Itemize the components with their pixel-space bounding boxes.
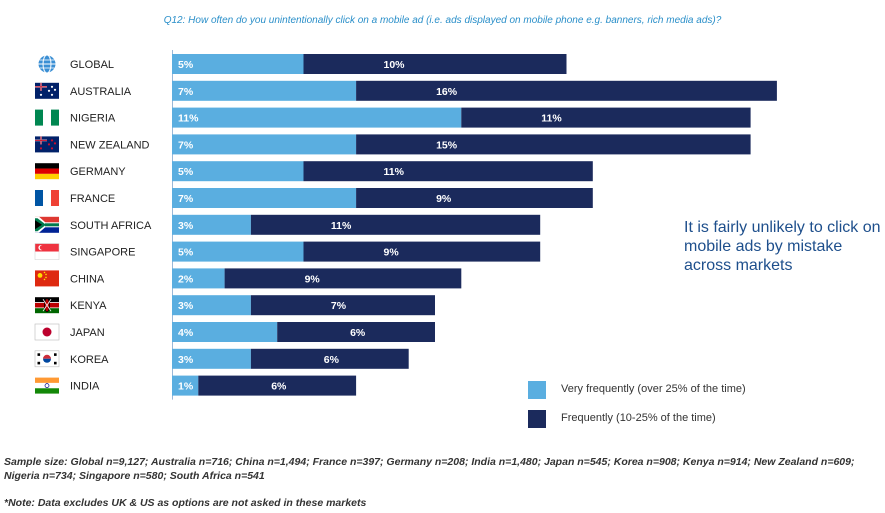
value-label-very-frequently-south-africa: 3%: [178, 220, 194, 232]
category-label-france: FRANCE: [70, 193, 115, 205]
japan-flag-icon: [34, 323, 60, 341]
bar-frequently-kenya: [250, 295, 435, 316]
bar-very-frequently-global: [172, 54, 304, 74]
value-label-very-frequently-singapore: 5%: [178, 247, 194, 259]
value-label-very-frequently-germany: 5%: [178, 166, 194, 178]
value-label-very-frequently-kenya: 3%: [178, 300, 194, 312]
legend-label-frequently: Frequently (10-25% of the time): [561, 412, 716, 424]
category-label-australia: AUSTRALIA: [70, 86, 132, 98]
value-label-frequently-germany: 11%: [384, 166, 405, 178]
stacked-bar-chart: GLOBAL 5% 10% AUSTRALIA 7% 16% NIGERIA 11% 11% NE…: [34, 50, 777, 400]
value-label-frequently-new-zealand: 15%: [436, 139, 458, 151]
value-label-frequently-singapore: 9%: [384, 247, 400, 259]
category-label-nigeria: NIGERIA: [70, 113, 116, 125]
value-label-frequently-france: 9%: [436, 193, 452, 205]
south-africa-flag-icon: [35, 216, 59, 233]
china-flag-icon: [35, 270, 59, 287]
value-label-frequently-global: 10%: [384, 59, 406, 71]
question-title: Q12: How often do you unintentionally cl…: [163, 15, 722, 26]
value-label-frequently-china: 9%: [305, 273, 321, 285]
germany-flag-icon: [35, 163, 59, 180]
value-label-very-frequently-india: 1%: [178, 381, 194, 393]
bar-very-frequently-singapore: [172, 241, 304, 262]
category-label-korea: KOREA: [70, 354, 109, 366]
korea-flag-icon: [34, 350, 60, 368]
bar-frequently-france: [356, 188, 593, 208]
globe-icon: [37, 54, 57, 74]
bar-frequently-india: [198, 375, 357, 396]
bar-very-frequently-nigeria: [172, 107, 462, 128]
bar-frequently-germany: [303, 161, 593, 182]
singapore-flag-icon: [34, 243, 60, 260]
category-label-japan: JAPAN: [70, 327, 105, 339]
legend-label-very-frequently: Very frequently (over 25% of the time): [561, 383, 746, 395]
category-label-india: INDIA: [70, 381, 100, 393]
category-label-south-africa: SOUTH AFRICA: [70, 220, 152, 232]
bar-frequently-nigeria: [461, 107, 751, 128]
bar-very-frequently-france: [172, 188, 357, 208]
bar-frequently-south-africa: [250, 214, 541, 235]
value-label-very-frequently-new-zealand: 7%: [178, 139, 194, 151]
value-label-frequently-india: 6%: [271, 381, 287, 393]
kenya-flag-icon: [35, 297, 59, 314]
value-label-very-frequently-china: 2%: [178, 273, 194, 285]
category-label-global: GLOBAL: [70, 59, 114, 71]
bar-very-frequently-australia: [172, 80, 357, 101]
bar-very-frequently-kenya: [172, 295, 251, 316]
bar-frequently-new-zealand: [356, 134, 751, 155]
bar-frequently-korea: [250, 348, 409, 369]
france-flag-icon: [35, 190, 59, 206]
bar-very-frequently-germany: [172, 161, 304, 182]
value-label-frequently-japan: 6%: [350, 327, 366, 339]
bar-very-frequently-new-zealand: [172, 134, 357, 155]
value-label-frequently-nigeria: 11%: [541, 113, 562, 125]
value-label-frequently-south-africa: 11%: [331, 220, 352, 232]
bar-frequently-global: [303, 54, 567, 74]
value-label-very-frequently-france: 7%: [178, 193, 194, 205]
value-label-frequently-korea: 6%: [324, 354, 340, 366]
value-label-very-frequently-japan: 4%: [178, 327, 194, 339]
category-label-new-zealand: NEW ZEALAND: [70, 139, 150, 151]
value-label-very-frequently-korea: 3%: [178, 354, 194, 366]
bar-very-frequently-south-africa: [172, 214, 251, 235]
category-label-china: CHINA: [70, 273, 105, 285]
bar-very-frequently-korea: [172, 348, 251, 369]
category-label-singapore: SINGAPORE: [70, 247, 135, 259]
legend-swatch-very-frequently: [528, 381, 546, 399]
category-label-kenya: KENYA: [70, 300, 107, 312]
callout-text: It is fairly unlikely to click on mobile…: [684, 219, 881, 274]
australia-flag-icon: [35, 82, 59, 99]
india-flag-icon: [35, 377, 59, 394]
legend-swatch-frequently: [528, 410, 546, 428]
bar-frequently-china: [224, 268, 462, 289]
bar-frequently-japan: [277, 322, 435, 342]
value-label-frequently-kenya: 7%: [331, 300, 347, 312]
value-label-very-frequently-global: 5%: [178, 59, 194, 71]
value-label-frequently-australia: 16%: [436, 86, 458, 98]
bar-very-frequently-india: [172, 375, 199, 396]
nigeria-flag-icon: [35, 109, 59, 126]
new-zealand-flag-icon: [35, 136, 59, 153]
bar-very-frequently-japan: [172, 322, 278, 342]
value-label-very-frequently-nigeria: 11%: [178, 113, 199, 125]
sample-size-text: Sample size: Global n=9,127; Australia n…: [4, 456, 855, 482]
note-text: *Note: Data excludes UK & US as options …: [4, 497, 367, 509]
bar-frequently-singapore: [303, 241, 541, 262]
value-label-very-frequently-australia: 7%: [178, 86, 194, 98]
category-label-germany: GERMANY: [70, 166, 126, 178]
bar-frequently-australia: [356, 80, 777, 101]
bar-very-frequently-china: [172, 268, 225, 289]
